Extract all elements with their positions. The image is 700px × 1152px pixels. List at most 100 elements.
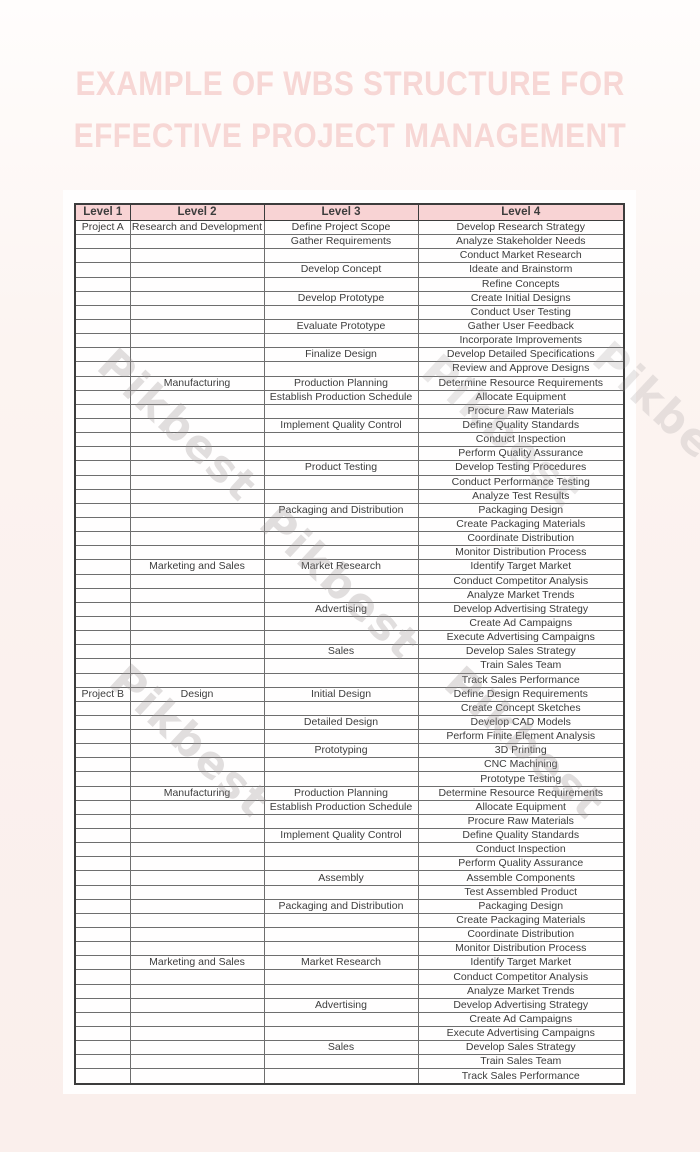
table-cell <box>129 771 265 787</box>
table-cell: Develop Testing Procedures <box>417 460 625 476</box>
table-cell <box>74 729 131 745</box>
table-cell <box>129 898 265 914</box>
table-cell: Develop CAD Models <box>417 714 625 731</box>
table-cell <box>263 771 419 787</box>
table-header-row: Level 1 Level 2 Level 3 Level 4 <box>74 203 625 221</box>
table-cell <box>263 545 419 561</box>
table-cell <box>129 1040 265 1056</box>
table-row: Establish Production Schedule Allocate Eq… <box>74 389 625 405</box>
table-cell <box>129 502 265 518</box>
table-cell: Assembly <box>263 870 419 886</box>
table-cell <box>129 1068 265 1085</box>
table-cell <box>129 658 265 674</box>
table-cell: Advertising <box>263 601 419 617</box>
table-cell <box>129 290 265 306</box>
table-row: Perform Quality Assurance <box>74 446 625 462</box>
table-cell: Product Testing <box>263 460 419 476</box>
table-cell <box>129 856 265 872</box>
table-cell <box>129 969 265 985</box>
table-cell: Create Packaging Materials <box>417 516 625 533</box>
table-cell <box>129 601 265 617</box>
table-row: Advertising Develop Advertising Strategy <box>74 601 625 617</box>
table-cell <box>74 474 131 490</box>
table-cell: Develop Sales Strategy <box>417 1040 625 1056</box>
table-row: Execute Advertising Campaigns <box>74 630 625 646</box>
table-cell: Determine Resource Requirements <box>417 785 625 801</box>
table-cell: Conduct Competitor Analysis <box>417 573 625 589</box>
table-cell <box>129 403 265 419</box>
table-cell <box>129 870 265 886</box>
table-cell <box>74 644 131 660</box>
table-cell <box>74 969 131 985</box>
table-row: Train Sales Team <box>74 1054 625 1070</box>
table-row: Perform Quality Assurance <box>74 856 625 872</box>
table-cell: Initial Design <box>263 686 419 702</box>
table-cell: Analyze Market Trends <box>417 983 625 999</box>
table-cell <box>129 828 265 844</box>
table-cell <box>74 983 131 999</box>
table-cell <box>263 531 419 547</box>
table-cell: Monitor Distribution Process <box>417 941 625 957</box>
table-cell <box>129 531 265 547</box>
table-cell <box>129 912 265 929</box>
table-cell: Conduct Market Research <box>417 248 625 264</box>
table-cell <box>129 432 265 448</box>
table-row: Sales Develop Sales Strategy <box>74 644 625 660</box>
table-cell <box>74 813 131 830</box>
table-cell <box>263 842 419 858</box>
table-row: Incorporate Improvements <box>74 333 625 349</box>
table-cell <box>74 573 131 589</box>
table-row: Implement Quality Control Define Quality … <box>74 828 625 844</box>
table-row: Conduct Competitor Analysis <box>74 969 625 985</box>
table-cell <box>74 389 131 405</box>
table-cell <box>129 446 265 462</box>
table-cell <box>74 488 131 504</box>
table-cell: Conduct Performance Testing <box>417 474 625 490</box>
table-row: Develop Concept Ideate and Brainstorm <box>74 262 625 278</box>
table-cell: Define Quality Standards <box>417 417 625 434</box>
table-row: Product Testing Develop Testing Procedure… <box>74 460 625 476</box>
table-row: Create Concept Sketches <box>74 700 625 716</box>
table-row: Packaging and Distribution Packaging Desi… <box>74 502 625 518</box>
table-row: Analyze Test Results <box>74 488 625 504</box>
table-cell: Implement Quality Control <box>263 828 419 844</box>
table-row: Track Sales Performance <box>74 1068 625 1085</box>
table-cell <box>129 813 265 830</box>
table-row: Packaging and Distribution Packaging Desi… <box>74 898 625 914</box>
table-cell <box>263 446 419 462</box>
table-cell: Assemble Components <box>417 870 625 886</box>
table-cell <box>74 318 131 335</box>
table-row: Conduct Inspection <box>74 842 625 858</box>
table-cell: Identify Target Market <box>417 955 625 971</box>
table-cell: Marketing and Sales <box>129 559 265 575</box>
table-cell <box>263 248 419 264</box>
table-cell <box>74 1068 131 1085</box>
table-cell <box>129 516 265 533</box>
table-cell <box>129 262 265 278</box>
table-cell: Create Concept Sketches <box>417 700 625 716</box>
table-cell: Finalize Design <box>263 347 419 363</box>
table-row: Detailed Design Develop CAD Models <box>74 714 625 731</box>
table-cell <box>263 403 419 419</box>
table-cell <box>263 983 419 999</box>
table-cell <box>129 276 265 292</box>
table-cell: Develop Concept <box>263 262 419 278</box>
table-cell: Packaging Design <box>417 898 625 914</box>
table-row: Execute Advertising Campaigns <box>74 1026 625 1042</box>
table-row: Manufacturing Production Planning Determin… <box>74 785 625 801</box>
table-cell <box>263 474 419 490</box>
table-cell <box>129 333 265 349</box>
table-cell: Develop Sales Strategy <box>417 644 625 660</box>
table-cell <box>74 658 131 674</box>
table-cell <box>74 1011 131 1028</box>
table-cell <box>263 729 419 745</box>
table-cell <box>263 630 419 646</box>
table-cell: Determine Resource Requirements <box>417 375 625 391</box>
table-cell <box>129 700 265 716</box>
table-row: Conduct Inspection <box>74 432 625 448</box>
table-row: Sales Develop Sales Strategy <box>74 1040 625 1056</box>
table-cell <box>129 757 265 773</box>
table-cell: Perform Finite Element Analysis <box>417 729 625 745</box>
wbs-table: Level 1 Level 2 Level 3 Level 4 Project … <box>74 203 625 1085</box>
table-row: Create Packaging Materials <box>74 912 625 929</box>
